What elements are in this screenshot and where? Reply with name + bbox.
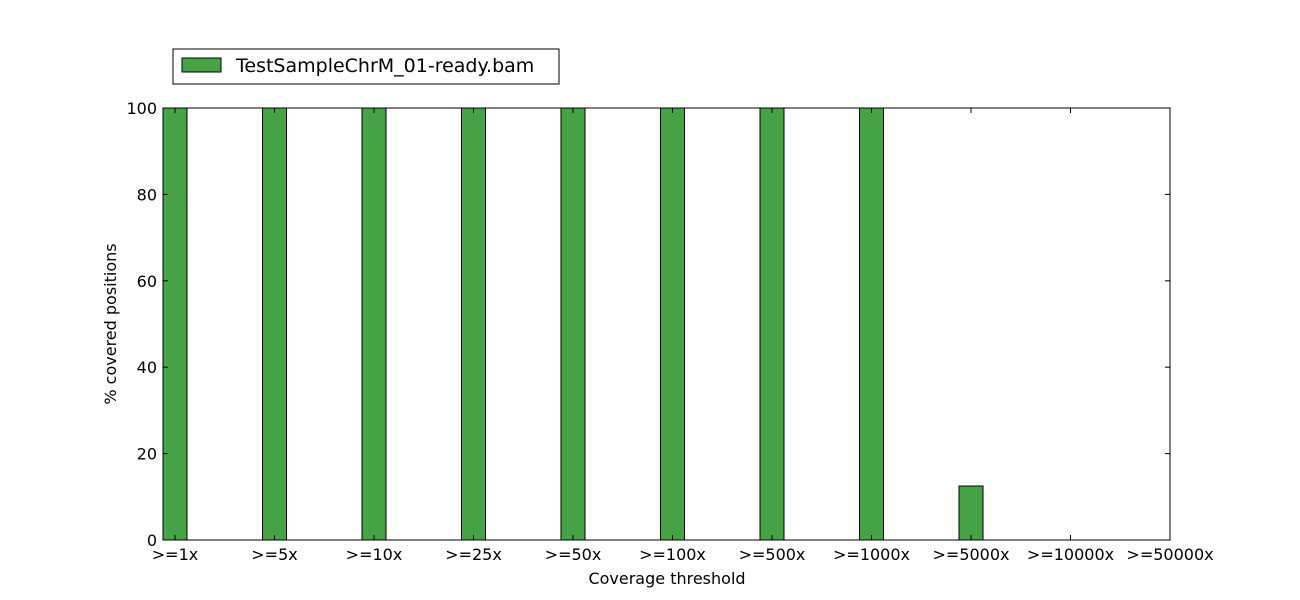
y-tick-label-0: 0 xyxy=(147,531,157,550)
x-tick-label-9: >=10000x xyxy=(1027,545,1114,564)
y-tick-label-4: 80 xyxy=(137,185,157,204)
bar-8 xyxy=(958,485,984,541)
x-tick-label-6: >=500x xyxy=(739,545,806,564)
bar-6 xyxy=(759,107,785,541)
y-tick-label-1: 20 xyxy=(137,445,157,464)
legend-box xyxy=(172,48,560,85)
y-tick-label-5: 100 xyxy=(126,99,157,118)
x-tick-label-1: >=5x xyxy=(251,545,297,564)
legend-label: TestSampleChrM_01-ready.bam xyxy=(235,55,534,77)
x-tick-label-0: >=1x xyxy=(152,545,198,564)
x-tick-label-8: >=5000x xyxy=(933,545,1010,564)
bar-5 xyxy=(660,107,685,541)
bar-2 xyxy=(361,107,387,541)
x-tick-label-4: >=50x xyxy=(545,545,602,564)
x-tick-label-2: >=10x xyxy=(346,545,403,564)
bar-0 xyxy=(162,107,188,541)
y-axis: 0 20 40 60 80 100 xyxy=(126,99,1170,550)
x-tick-label-3: >=25x xyxy=(445,545,502,564)
bar-7 xyxy=(859,107,884,541)
legend-swatch xyxy=(181,57,222,73)
x-axis-title: Coverage threshold xyxy=(588,569,745,588)
bars-group xyxy=(162,107,984,541)
bar-3 xyxy=(461,107,486,541)
y-tick-label-3: 60 xyxy=(137,272,157,291)
x-tick-label-10: >=50000x xyxy=(1126,545,1213,564)
bar-1 xyxy=(262,107,287,541)
y-axis-title: % covered positions xyxy=(101,243,120,404)
y-tick-label-2: 40 xyxy=(137,358,157,377)
x-tick-label-5: >=100x xyxy=(639,545,706,564)
legend: TestSampleChrM_01-ready.bam xyxy=(172,48,560,85)
x-axis: >=1x >=5x >=10x >=25x >=50x >=100x >=500x >=100… xyxy=(152,108,1214,564)
x-tick-label-7: >=1000x xyxy=(833,545,910,564)
plot-frame xyxy=(162,107,1171,541)
bar-4 xyxy=(560,107,586,541)
